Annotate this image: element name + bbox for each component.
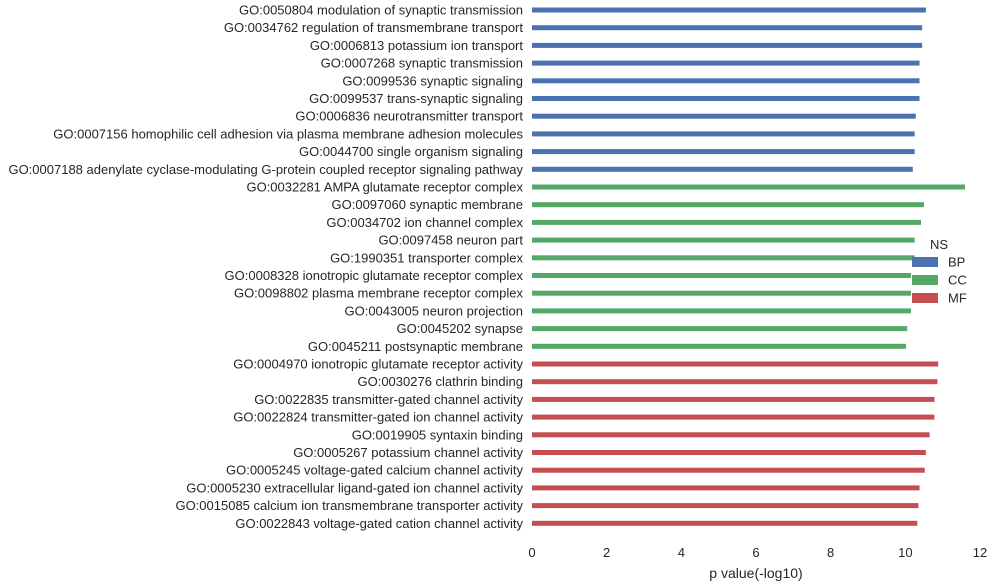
category-label: GO:0099536 synaptic signaling bbox=[342, 73, 523, 88]
bar-cc bbox=[532, 273, 911, 278]
category-label: GO:0007268 synaptic transmission bbox=[321, 56, 523, 71]
category-labels: GO:0050804 modulation of synaptic transm… bbox=[8, 3, 523, 531]
x-tick-label: 0 bbox=[528, 545, 535, 560]
legend: NS BP CC MF bbox=[912, 237, 967, 306]
bar-cc bbox=[532, 219, 922, 225]
x-tick-label: 10 bbox=[898, 545, 912, 560]
category-label: GO:0022835 transmitter-gated channel act… bbox=[254, 392, 523, 407]
category-label: GO:0006813 potassium ion transport bbox=[310, 38, 524, 53]
legend-label-cc: CC bbox=[948, 273, 967, 288]
bar-bp bbox=[532, 166, 913, 172]
bar-cc bbox=[532, 290, 911, 296]
category-label: GO:0007156 homophilic cell adhesion via … bbox=[53, 126, 523, 141]
category-label: GO:1990351 transporter complex bbox=[330, 250, 523, 265]
x-tick-label: 12 bbox=[973, 545, 987, 560]
legend-swatch-cc bbox=[912, 275, 938, 285]
bar-bp bbox=[532, 78, 920, 84]
bar-bp bbox=[532, 96, 920, 101]
category-label: GO:0022843 voltage-gated cation channel … bbox=[235, 516, 523, 531]
category-label: GO:0099537 trans-synaptic signaling bbox=[309, 91, 523, 106]
category-label: GO:0030276 clathrin binding bbox=[357, 374, 523, 389]
category-label: GO:0008328 ionotropic glutamate receptor… bbox=[225, 268, 524, 283]
bar-mf bbox=[532, 396, 935, 402]
category-label: GO:0097458 neuron part bbox=[378, 233, 523, 248]
category-label: GO:0044700 single organism signaling bbox=[299, 144, 523, 159]
bar-mf bbox=[532, 450, 926, 455]
bar-mf bbox=[532, 485, 920, 491]
bars-group bbox=[532, 7, 966, 526]
legend-swatch-bp bbox=[912, 257, 938, 267]
category-label: GO:0004970 ionotropic glutamate receptor… bbox=[233, 357, 523, 372]
category-label: GO:0005245 voltage-gated calcium channel… bbox=[226, 463, 524, 478]
category-label: GO:0005267 potassium channel activity bbox=[293, 445, 523, 460]
bar-cc bbox=[532, 326, 908, 332]
bar-mf bbox=[532, 503, 919, 509]
bar-bp bbox=[532, 60, 920, 66]
bar-mf bbox=[532, 361, 939, 367]
category-label: GO:0006836 neurotransmitter transport bbox=[295, 109, 523, 124]
bar-cc bbox=[532, 255, 915, 261]
legend-title: NS bbox=[930, 237, 948, 252]
bar-bp bbox=[532, 25, 923, 31]
legend-label-mf: MF bbox=[948, 291, 967, 306]
legend-label-bp: BP bbox=[948, 255, 965, 270]
category-label: GO:0043005 neuron projection bbox=[344, 303, 523, 318]
bar-mf bbox=[532, 467, 925, 473]
bar-cc bbox=[532, 202, 924, 208]
bar-mf bbox=[532, 520, 918, 526]
bar-bp bbox=[532, 7, 926, 13]
category-label: GO:0045202 synapse bbox=[397, 321, 523, 336]
legend-swatch-mf bbox=[912, 293, 938, 303]
bar-bp bbox=[532, 42, 923, 48]
category-label: GO:0045211 postsynaptic membrane bbox=[308, 339, 523, 354]
bar-mf bbox=[532, 414, 935, 420]
x-tick-label: 6 bbox=[752, 545, 759, 560]
category-label: GO:0032281 AMPA glutamate receptor compl… bbox=[246, 180, 523, 195]
category-label: GO:0034762 regulation of transmembrane t… bbox=[224, 20, 524, 35]
x-tick-label: 8 bbox=[827, 545, 834, 560]
bar-bp bbox=[532, 131, 915, 137]
bar-cc bbox=[532, 184, 966, 190]
category-label: GO:0015085 calcium ion transmembrane tra… bbox=[175, 498, 523, 513]
x-tick-label: 4 bbox=[678, 545, 685, 560]
category-label: GO:0050804 modulation of synaptic transm… bbox=[239, 3, 523, 18]
x-tick-label: 2 bbox=[603, 545, 610, 560]
x-axis-title: p value(-log10) bbox=[709, 565, 802, 581]
bar-mf bbox=[532, 432, 930, 438]
category-label: GO:0034702 ion channel complex bbox=[326, 215, 523, 230]
bar-cc bbox=[532, 308, 911, 314]
bar-bp bbox=[532, 149, 915, 155]
category-label: GO:0007188 adenylate cyclase-modulating … bbox=[8, 162, 523, 177]
x-axis-ticks: 0 2 4 6 8 10 12 bbox=[528, 545, 987, 560]
bar-cc bbox=[532, 343, 907, 349]
category-label: GO:0019905 syntaxin binding bbox=[352, 427, 523, 442]
category-label: GO:0022824 transmitter-gated ion channel… bbox=[233, 410, 523, 425]
category-label: GO:0097060 synaptic membrane bbox=[332, 197, 524, 212]
category-label: GO:0098802 plasma membrane receptor comp… bbox=[234, 286, 524, 301]
category-label: GO:0005230 extracellular ligand-gated io… bbox=[186, 480, 523, 495]
bar-mf bbox=[532, 379, 938, 385]
bar-bp bbox=[532, 113, 916, 119]
bar-cc bbox=[532, 237, 915, 243]
